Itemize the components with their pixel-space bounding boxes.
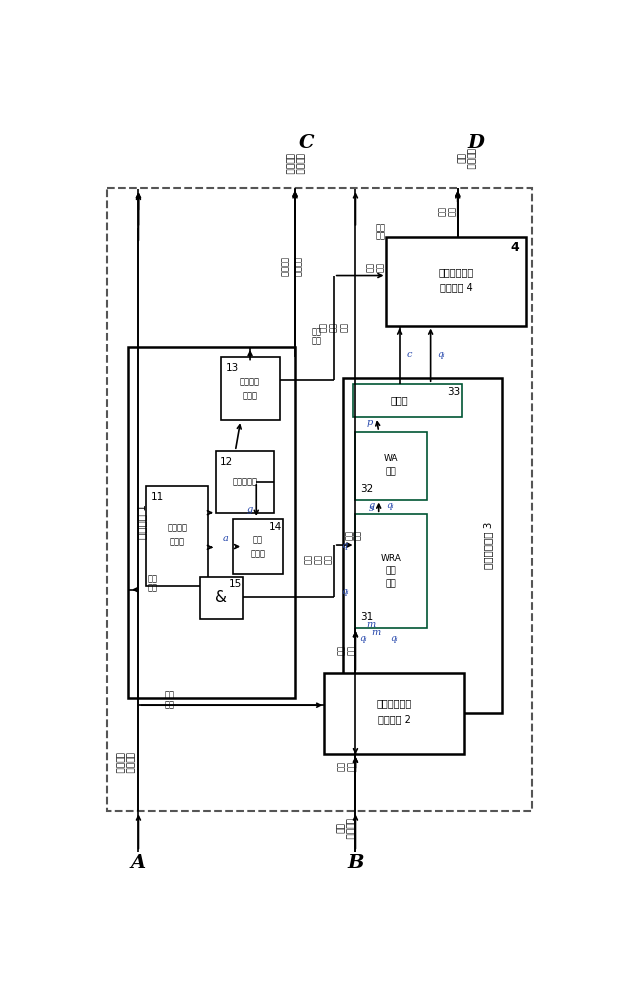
Bar xyxy=(386,237,526,326)
Text: 编码运算单元 3: 编码运算单元 3 xyxy=(483,521,493,569)
Text: 控制: 控制 xyxy=(147,584,157,593)
Text: 输出: 输出 xyxy=(318,323,326,333)
Text: 13: 13 xyxy=(226,363,239,373)
Text: &: & xyxy=(215,590,227,605)
Text: B: B xyxy=(347,854,364,872)
Bar xyxy=(222,357,280,420)
Text: 输入控制: 输入控制 xyxy=(167,524,187,533)
Text: 控制电路 1: 控制电路 1 xyxy=(137,505,147,539)
Text: 输出: 输出 xyxy=(375,223,385,232)
Text: 输出: 输出 xyxy=(436,207,445,217)
Bar xyxy=(356,432,427,500)
Text: 编码: 编码 xyxy=(351,531,360,541)
Bar xyxy=(353,384,462,417)
Text: qᵢ: qᵢ xyxy=(359,634,367,643)
Text: 使能: 使能 xyxy=(346,646,354,656)
Bar xyxy=(324,673,464,754)
Text: 信息符号: 信息符号 xyxy=(344,818,353,839)
Text: 单元: 单元 xyxy=(386,467,396,476)
Bar xyxy=(216,451,274,513)
Text: 输入使能: 输入使能 xyxy=(125,752,134,774)
Text: 使能: 使能 xyxy=(165,700,175,709)
Text: 比较器: 比较器 xyxy=(250,549,265,558)
Text: 计数: 计数 xyxy=(253,535,263,544)
Text: 14: 14 xyxy=(269,522,282,532)
Text: 选择器: 选择器 xyxy=(391,395,409,405)
Text: 输入: 输入 xyxy=(165,691,175,700)
Text: 输入: 输入 xyxy=(364,263,373,273)
Text: 输出控制: 输出控制 xyxy=(240,377,260,386)
Bar xyxy=(129,347,295,698)
Text: 输入: 输入 xyxy=(147,574,157,583)
Text: qᵢ: qᵢ xyxy=(437,350,444,359)
Text: 计数器: 计数器 xyxy=(170,537,185,546)
Bar xyxy=(356,514,427,628)
Text: a: a xyxy=(222,534,228,543)
Text: 运算: 运算 xyxy=(386,567,396,576)
Text: 输出: 输出 xyxy=(336,646,344,656)
Text: 编码符号: 编码符号 xyxy=(285,153,293,175)
Text: q: q xyxy=(341,541,348,550)
Bar xyxy=(107,188,532,811)
Text: 11: 11 xyxy=(150,492,163,502)
Text: 信息符号: 信息符号 xyxy=(115,752,124,774)
Text: WA: WA xyxy=(384,454,398,463)
Text: 运算: 运算 xyxy=(312,555,321,565)
Text: 输入: 输入 xyxy=(336,762,344,772)
Bar xyxy=(343,378,502,713)
Text: 使能: 使能 xyxy=(338,323,347,333)
Text: s: s xyxy=(368,504,373,513)
Text: 31: 31 xyxy=(359,612,373,622)
Text: 32: 32 xyxy=(359,484,373,494)
Text: 输入: 输入 xyxy=(334,823,343,834)
Text: 12: 12 xyxy=(220,457,233,467)
Text: 使能: 使能 xyxy=(346,762,354,772)
Text: m: m xyxy=(366,620,376,629)
Text: 单元: 单元 xyxy=(386,579,396,588)
Text: g: g xyxy=(247,505,253,514)
Text: 4: 4 xyxy=(510,241,519,254)
Text: 输出: 输出 xyxy=(455,153,464,164)
Bar xyxy=(233,519,283,574)
Text: p: p xyxy=(366,418,373,427)
Text: C: C xyxy=(299,134,314,152)
Text: 输出编码符号: 输出编码符号 xyxy=(439,267,474,277)
Text: D: D xyxy=(467,134,484,152)
Text: 缓存单元 4: 缓存单元 4 xyxy=(440,282,472,292)
Bar xyxy=(146,486,208,586)
Text: c: c xyxy=(406,350,412,359)
Text: 33: 33 xyxy=(447,387,461,397)
Text: 输出使能: 输出使能 xyxy=(295,153,303,175)
Text: qᵢ: qᵢ xyxy=(341,587,348,596)
Text: qᵢ: qᵢ xyxy=(387,500,394,510)
Text: 输出使能: 输出使能 xyxy=(292,257,301,277)
Text: q: q xyxy=(368,500,374,510)
Text: WRA: WRA xyxy=(381,554,401,563)
Text: 使能: 使能 xyxy=(322,555,331,565)
Text: 主控计数器: 主控计数器 xyxy=(232,477,257,486)
Text: 缓存单元 2: 缓存单元 2 xyxy=(378,714,411,724)
Text: 使能: 使能 xyxy=(446,207,456,217)
Text: A: A xyxy=(131,854,146,872)
Text: 15: 15 xyxy=(229,579,242,589)
Text: 使能: 使能 xyxy=(343,531,352,541)
Text: 使能: 使能 xyxy=(374,263,383,273)
Text: 编码: 编码 xyxy=(302,555,311,565)
Bar xyxy=(200,577,243,619)
Text: 输入信息符号: 输入信息符号 xyxy=(376,699,412,709)
Text: 编码符号: 编码符号 xyxy=(279,257,288,277)
Text: 缓存: 缓存 xyxy=(328,323,337,333)
Text: qᵢ: qᵢ xyxy=(391,634,398,643)
Text: 输出: 输出 xyxy=(312,327,322,336)
Text: 编码符号: 编码符号 xyxy=(465,148,474,169)
Text: m: m xyxy=(371,628,380,637)
Text: 使能: 使能 xyxy=(375,232,385,241)
Text: 计数器: 计数器 xyxy=(243,391,258,400)
Text: 控制: 控制 xyxy=(312,336,322,345)
